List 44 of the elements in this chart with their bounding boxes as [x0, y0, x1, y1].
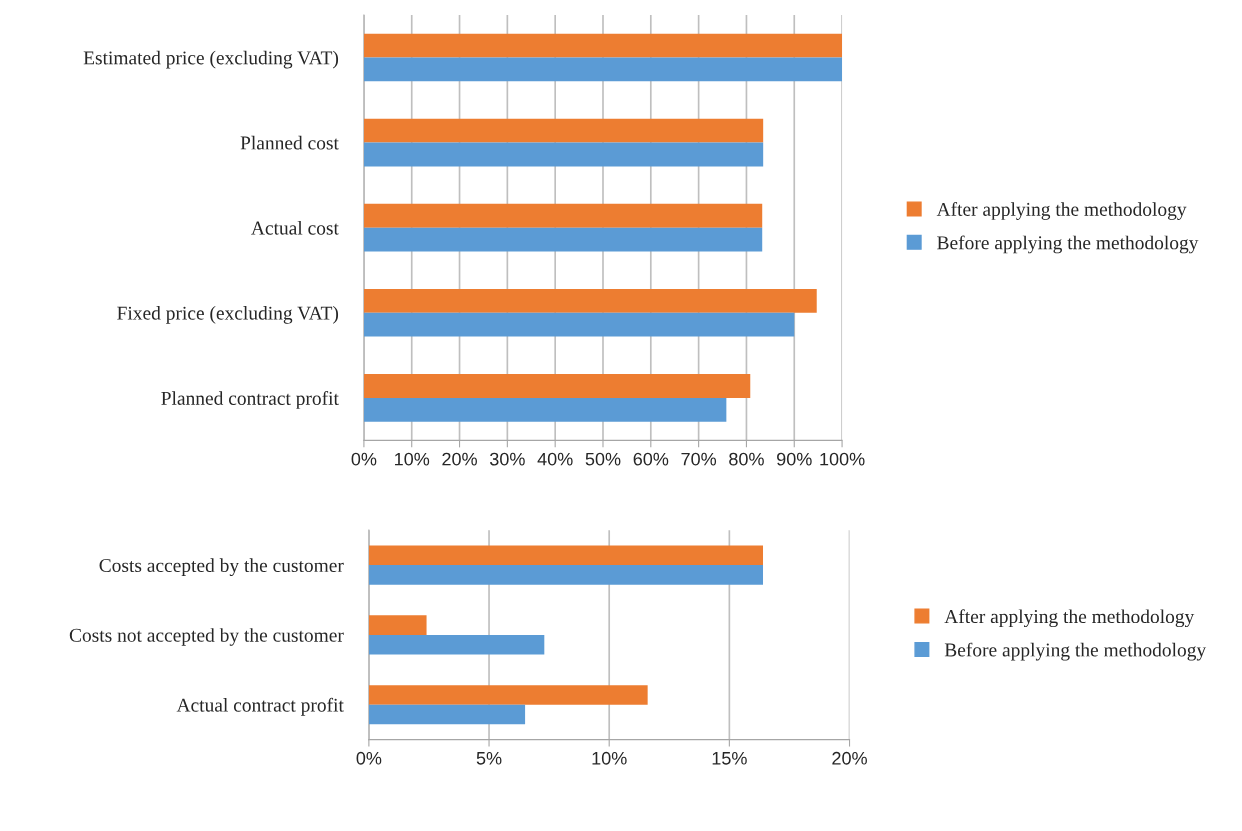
- x-tick-label: 0%: [356, 751, 382, 765]
- bar: [363, 118, 764, 143]
- x-tick-label: 20%: [832, 751, 867, 765]
- legend-label: Before applying the methodology: [944, 642, 1207, 661]
- x-tick-label: 0%: [351, 452, 377, 466]
- y-tick-label: Actual cost: [251, 220, 339, 235]
- y-tick-label: Costs accepted by the customer: [99, 558, 344, 577]
- y-tick-label: Fixed price (excluding VAT): [117, 306, 339, 324]
- bar: [363, 57, 843, 82]
- x-tick-label: 5%: [476, 751, 502, 765]
- bar: [363, 374, 751, 398]
- x-tick-label: 10%: [592, 751, 627, 765]
- bar: [363, 312, 795, 337]
- x-tick-label: 90%: [777, 452, 812, 466]
- bar: [363, 142, 764, 167]
- bar: [368, 565, 764, 585]
- x-tick-label: 15%: [712, 751, 747, 765]
- x-tick-label: 60%: [633, 452, 669, 466]
- x-tick-label: 30%: [489, 452, 525, 466]
- legend-label: After applying the methodology: [936, 202, 1187, 220]
- bar: [368, 545, 764, 566]
- y-tick-label: Estimated price (excluding VAT): [83, 50, 339, 69]
- bar: [363, 288, 817, 313]
- legend-label: Before applying the methodology: [937, 235, 1199, 254]
- y-tick-label: Planned contract profit: [161, 391, 339, 409]
- x-tick-label: 10%: [395, 452, 430, 466]
- x-tick-label: 50%: [585, 452, 621, 466]
- bar: [363, 203, 763, 228]
- bar: [363, 33, 843, 58]
- y-tick-label: Costs not accepted by the customer: [69, 628, 344, 646]
- bar: [368, 634, 545, 655]
- bar: [368, 615, 427, 635]
- bar: [368, 704, 526, 725]
- x-tick-label: 20%: [442, 452, 477, 466]
- y-tick-label: Actual contract profit: [176, 697, 344, 716]
- bar: [368, 685, 648, 705]
- x-tick-label: 70%: [681, 452, 717, 466]
- bar: [363, 227, 763, 252]
- bar: [363, 397, 727, 422]
- x-tick-label: 40%: [537, 452, 573, 466]
- y-tick-label: Planned cost: [240, 135, 339, 150]
- legend-label: After applying the methodology: [944, 609, 1195, 628]
- x-tick-label: 80%: [729, 452, 764, 466]
- x-tick-label: 100%: [820, 452, 865, 466]
